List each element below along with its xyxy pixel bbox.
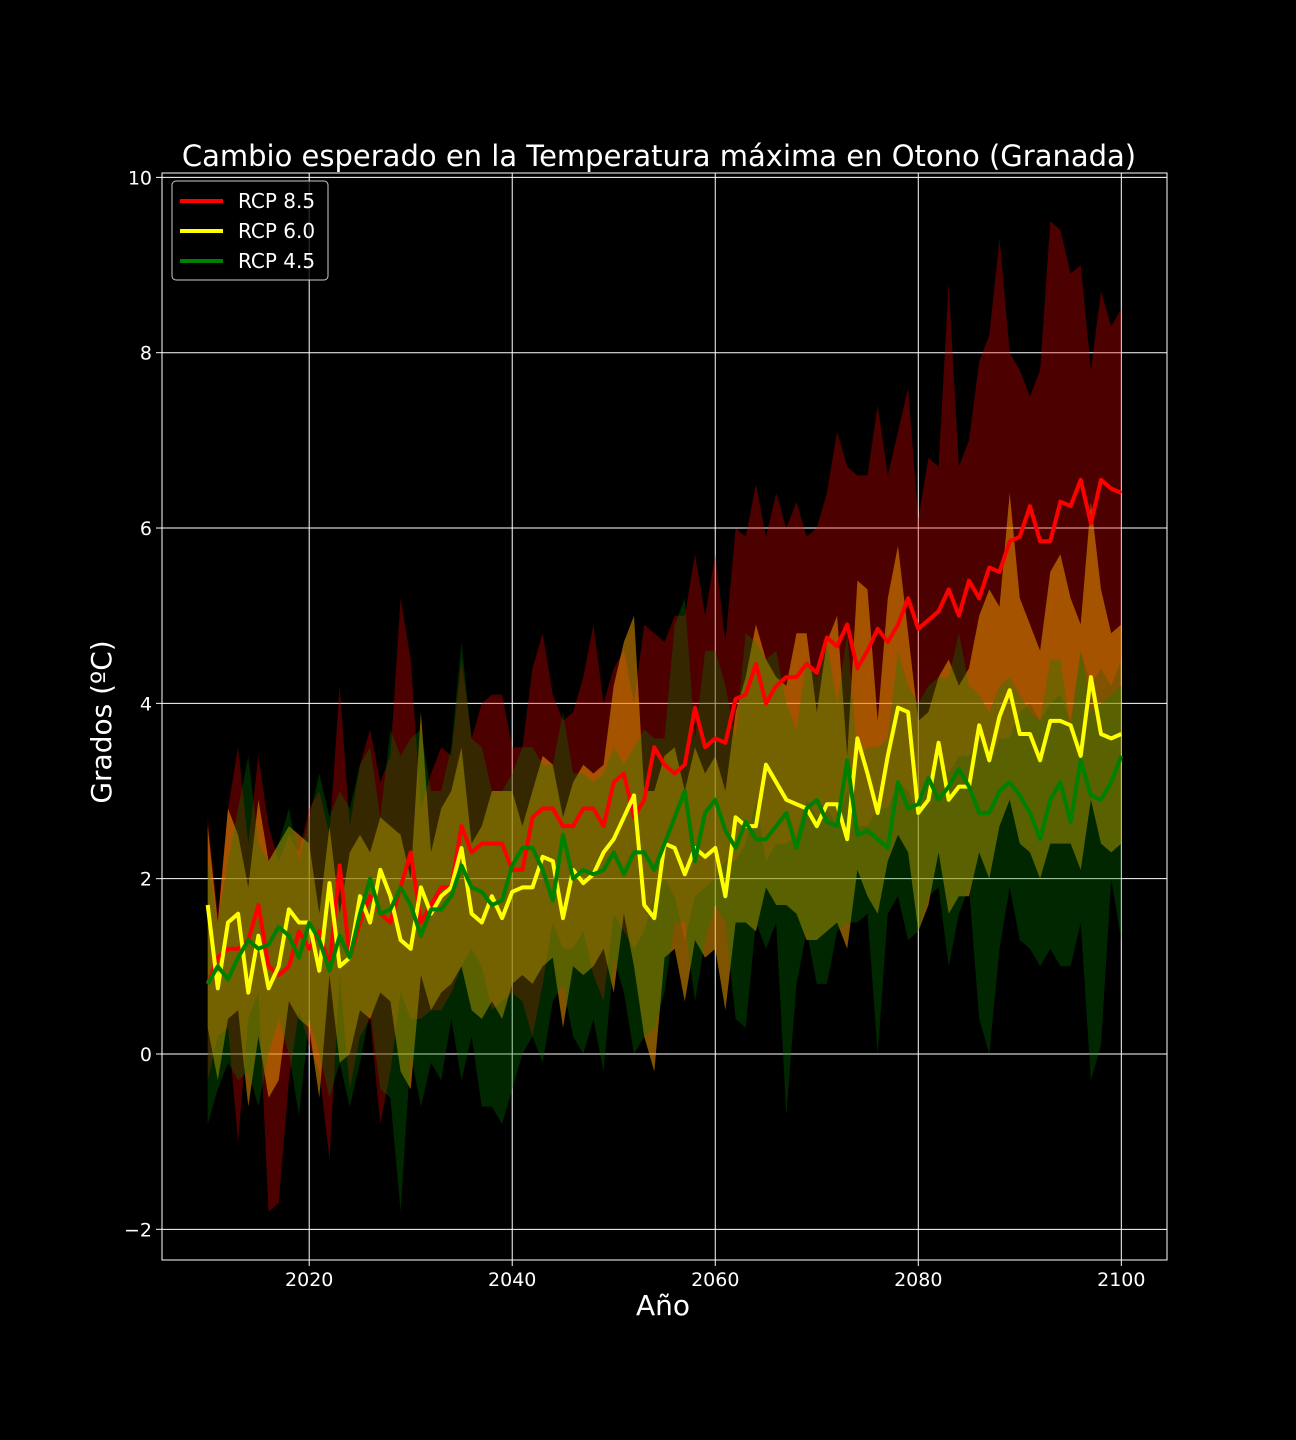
band-series-3: [207, 598, 1122, 1212]
y-tick-label: 8: [140, 343, 152, 365]
line-series-3: [205, 755, 1124, 985]
x-tick-label: 2080: [894, 1269, 942, 1291]
y-axis-label: Grados (ºC): [85, 640, 118, 803]
legend: RCP 8.5 RCP 6.0 RCP 4.5: [171, 180, 329, 281]
plot-frame: [161, 172, 1168, 1261]
y-axis-ticks: −2 0 2 4 6 8 10: [124, 167, 162, 1241]
chart-title: Cambio esperado en la Temperatura máxima…: [182, 139, 1136, 173]
x-tick-label: 2020: [285, 1269, 333, 1291]
y-tick-label: −2: [124, 1219, 152, 1241]
x-tick-label: 2100: [1097, 1269, 1145, 1291]
band-series-2: [207, 493, 1122, 1107]
uncertainty-bands: [207, 221, 1122, 1212]
x-tick-label: 2060: [691, 1269, 739, 1291]
legend-box: [171, 180, 329, 281]
series-lines: [205, 477, 1124, 995]
y-tick-label: 2: [140, 869, 152, 891]
legend-label: RCP 6.0: [238, 219, 315, 243]
y-tick-label: 10: [128, 167, 152, 189]
x-axis-label: Año: [636, 1289, 690, 1322]
legend-label: RCP 8.5: [238, 189, 315, 213]
x-tick-label: 2040: [488, 1269, 536, 1291]
y-tick-label: 6: [140, 518, 152, 540]
y-tick-label: 0: [140, 1044, 152, 1066]
y-tick-label: 4: [140, 693, 152, 715]
legend-label: RCP 4.5: [238, 249, 315, 273]
x-axis-ticks: 2020 2040 2060 2080 2100: [285, 1260, 1145, 1291]
